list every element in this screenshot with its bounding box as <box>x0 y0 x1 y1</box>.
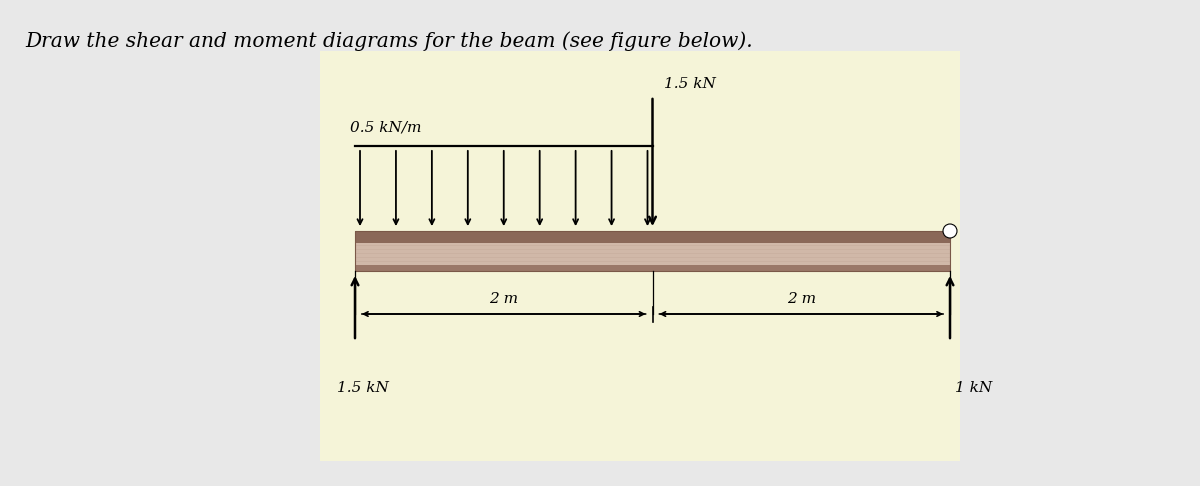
Text: 0.5 kN/m: 0.5 kN/m <box>350 120 421 134</box>
Bar <box>320 51 960 461</box>
Circle shape <box>943 224 958 238</box>
Bar <box>355 231 950 271</box>
Text: 1 kN: 1 kN <box>955 381 992 395</box>
Bar <box>355 231 950 243</box>
Bar <box>355 265 950 271</box>
Text: 1.5 kN: 1.5 kN <box>665 77 716 91</box>
Text: 2 m: 2 m <box>490 292 518 306</box>
Text: 1.5 kN: 1.5 kN <box>337 381 389 395</box>
Text: Draw the shear and moment diagrams for the beam (see figure below).: Draw the shear and moment diagrams for t… <box>25 31 752 51</box>
Bar <box>355 231 950 271</box>
Text: 2 m: 2 m <box>787 292 816 306</box>
